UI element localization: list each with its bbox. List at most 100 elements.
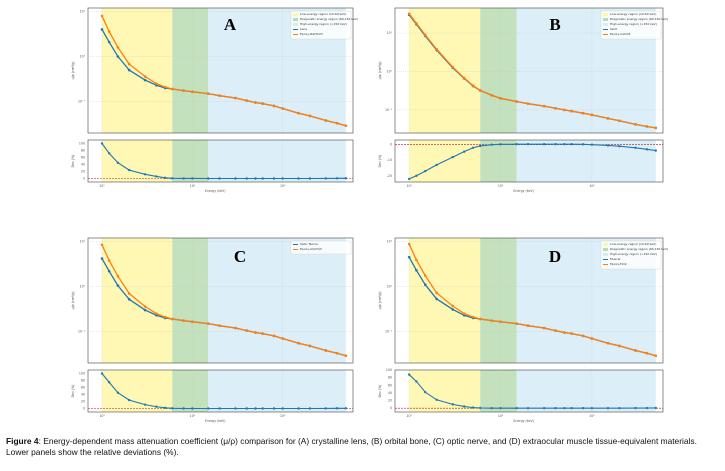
data-point-tissue — [407, 255, 411, 259]
data-point-substitute — [415, 258, 418, 262]
deviation-point — [234, 407, 237, 410]
data-point-substitute — [155, 82, 158, 85]
data-point-substitute — [563, 331, 566, 334]
deviation-point — [281, 407, 284, 410]
data-point-substitute — [554, 329, 557, 332]
data-point-substitute — [570, 109, 573, 113]
deviation-point — [245, 177, 248, 180]
deviation-point — [634, 406, 637, 410]
deviation-point — [515, 406, 518, 410]
x-tick-label: 10¹ — [406, 184, 412, 188]
legend-entry: Epoxy-CaCO3 — [610, 32, 631, 36]
data-point-tissue — [116, 55, 120, 58]
data-point-substitute — [335, 351, 339, 355]
deviation-point — [451, 155, 454, 159]
data-point-tissue — [127, 298, 131, 301]
data-point-tissue — [435, 297, 438, 301]
caption-label: Figure 4 — [6, 436, 39, 446]
data-point-substitute — [581, 111, 585, 115]
dev-tick-label: 20 — [81, 400, 85, 404]
deviation-point — [116, 161, 120, 164]
deviation-point — [563, 143, 566, 146]
x-tick-label: 10³ — [589, 414, 595, 418]
dev-tick-label: 0 — [83, 177, 85, 181]
data-point-substitute — [206, 322, 210, 325]
deviation-point — [171, 177, 174, 180]
deviation-axes-frame — [394, 369, 664, 413]
deviation-point — [451, 403, 454, 406]
y-tick-label: 10¹ — [387, 31, 393, 35]
panel-label: B — [549, 15, 560, 34]
data-point-substitute — [451, 65, 455, 69]
y-tick-label: 10⁰ — [80, 55, 86, 59]
legend-entry: Muscle — [610, 257, 621, 261]
x-tick-label: 10² — [498, 414, 504, 418]
x-tick-label: 10³ — [280, 184, 286, 188]
data-point-tissue — [107, 40, 111, 44]
deviation-point — [462, 150, 466, 153]
data-point-substitute — [590, 337, 594, 340]
deviation-point — [191, 177, 194, 180]
data-point-substitute — [324, 119, 328, 122]
legend-swatch — [293, 13, 298, 16]
panel-a: 10⁻¹ 10⁰ 10¹ 10¹ 10² 10³ Energy (keV) μ/ρ (cm²/… — [71, 7, 358, 193]
deviation-point — [526, 143, 530, 146]
deviation-point — [499, 143, 502, 146]
deviation-point — [344, 177, 348, 180]
legend-swatch — [603, 243, 608, 246]
legend-entry: Diagnostic energy region (60-150 keV) — [610, 247, 668, 251]
data-point-substitute — [415, 21, 418, 25]
deviation-point — [107, 381, 111, 384]
deviation-point — [297, 177, 300, 180]
data-point-substitute — [297, 341, 300, 345]
data-point-substitute — [100, 243, 104, 247]
data-point-substitute — [462, 312, 466, 315]
y-tick-label: 10⁰ — [387, 69, 393, 73]
data-point-substitute — [645, 351, 649, 355]
deviation-point — [272, 407, 276, 410]
legend-swatch — [293, 18, 298, 21]
deviation-point — [335, 177, 339, 180]
deviation-point — [163, 176, 167, 179]
data-point-substitute — [423, 274, 427, 277]
high-energy-region-dev — [516, 370, 656, 412]
main-axes-frame — [394, 237, 664, 364]
x-axis-label: Energy (keV) — [513, 419, 534, 423]
deviation-point — [654, 149, 657, 152]
x-tick-label: 10¹ — [406, 414, 412, 418]
deviation-point — [191, 407, 194, 410]
deviation-point — [645, 406, 649, 410]
y-tick-label: 10¹ — [80, 10, 86, 14]
data-point-substitute — [499, 97, 502, 100]
y-axis-label: μ/ρ (cm²/g) — [71, 292, 75, 310]
data-point-substitute — [335, 121, 339, 125]
deviation-point — [308, 177, 312, 180]
data-point-substitute — [344, 354, 348, 358]
deviation-point — [570, 406, 573, 410]
data-point-tissue — [107, 269, 111, 273]
deviation-point — [479, 406, 482, 410]
x-tick-label: 10³ — [280, 414, 286, 418]
deviation-point — [542, 406, 546, 410]
dev-tick-label: 60 — [81, 156, 85, 160]
data-point-substitute — [654, 126, 658, 130]
deviation-point — [100, 142, 104, 145]
panel-label: C — [234, 247, 246, 266]
data-point-substitute — [107, 30, 111, 33]
deviation-point — [182, 177, 185, 180]
y-tick-label: 10¹ — [387, 240, 393, 244]
legend-box — [600, 10, 662, 40]
y-tick-label: 10⁻¹ — [385, 330, 393, 334]
deviation-point — [554, 143, 557, 146]
deviation-point — [261, 177, 264, 180]
deviation-point — [471, 406, 475, 409]
data-point-substitute — [490, 319, 493, 322]
panel-label: A — [224, 15, 237, 34]
deviation-point — [490, 406, 493, 410]
data-point-substitute — [634, 123, 637, 126]
deviation-point — [324, 177, 328, 180]
deviation-point — [424, 390, 427, 394]
deviation-point — [618, 145, 621, 148]
figure-4-chart-grid: 10⁻¹ 10⁰ 10¹ 10¹ 10² 10³ Energy (keV) μ/ρ (cm²/… — [71, 7, 668, 423]
deviation-point — [308, 407, 312, 410]
